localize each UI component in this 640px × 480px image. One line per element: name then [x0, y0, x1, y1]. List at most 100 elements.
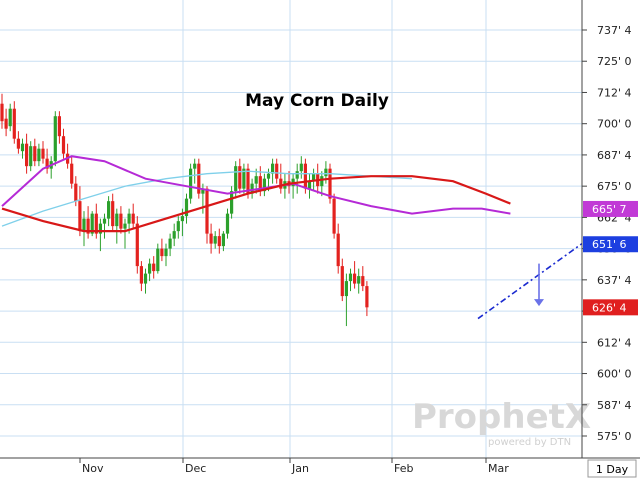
candle-body	[357, 276, 361, 284]
candle-body	[234, 166, 238, 192]
candle-body	[340, 266, 344, 297]
candle-body	[70, 163, 74, 184]
candle-body	[328, 168, 332, 199]
prophetx-watermark: ProphetX powered by DTN	[412, 397, 591, 448]
candle-body	[275, 163, 279, 179]
candle-body	[217, 236, 221, 247]
ma-cyan-line	[1, 170, 413, 227]
y-tick-label: 612' 4	[597, 336, 632, 349]
candle-body	[332, 198, 336, 234]
y-tick-label: 725' 0	[597, 55, 632, 68]
candle-body	[250, 183, 254, 194]
candle-body	[189, 168, 193, 199]
price-label-text: 651' 6	[592, 238, 627, 251]
y-tick-label: 587' 4	[597, 399, 632, 412]
candle-body	[271, 163, 275, 174]
candle-body	[353, 273, 357, 284]
candle-body	[279, 178, 283, 189]
x-tick-label: Jan	[291, 462, 309, 475]
x-tick-label: Nov	[82, 462, 104, 475]
candle-body	[143, 273, 148, 284]
candle-body	[74, 183, 78, 202]
candle-body	[336, 233, 340, 267]
watermark-brand: ProphetX	[412, 397, 591, 437]
annotations	[477, 242, 583, 320]
candle-body	[4, 118, 8, 129]
x-tick-label: Feb	[394, 462, 413, 475]
candle-body	[78, 201, 82, 232]
candle-body	[135, 223, 139, 267]
candle-body	[299, 163, 303, 172]
candle-body	[119, 213, 123, 229]
candle-body	[365, 286, 369, 308]
y-tick-label: 600' 0	[597, 368, 632, 381]
candle-body	[33, 146, 37, 162]
watermark-sub: powered by DTN	[488, 437, 571, 448]
timeframe-label: 1 Day	[596, 463, 629, 476]
timeframe-selector[interactable]	[587, 459, 637, 478]
candle-body	[152, 263, 156, 272]
candle-body	[348, 273, 353, 282]
candle-body	[324, 168, 328, 177]
candle-body	[102, 218, 107, 224]
candle-body	[303, 163, 307, 189]
candle-body	[361, 276, 365, 287]
candle-body	[254, 176, 258, 184]
x-axis: Nov Dec Jan Feb Mar	[79, 458, 509, 475]
price-label-box	[583, 299, 638, 316]
candle-body	[57, 116, 61, 137]
candle-body	[90, 213, 94, 234]
grid-lines	[0, 0, 582, 458]
price-label-box	[583, 236, 638, 253]
candle-body	[53, 116, 57, 162]
candle-body	[176, 221, 180, 232]
candle-body	[295, 171, 299, 179]
candle-body	[0, 103, 4, 122]
candle-body	[320, 176, 324, 187]
candle-body	[201, 188, 205, 194]
candle-body	[238, 166, 242, 189]
candle-body	[127, 213, 131, 224]
candle-body	[111, 201, 115, 227]
x-tick-label: Dec	[185, 462, 206, 475]
x-tick-label: Mar	[488, 462, 509, 475]
candle-body	[307, 181, 312, 189]
candle-body	[41, 148, 45, 159]
candle-body	[98, 223, 102, 234]
candle-body	[258, 176, 262, 192]
candle-body	[242, 168, 246, 189]
candle-body	[197, 163, 201, 194]
candle-body	[131, 213, 135, 224]
candle-body	[221, 233, 225, 247]
candle-body	[45, 158, 49, 169]
candle-body	[164, 248, 168, 257]
candle-body	[312, 173, 316, 182]
candle-body	[246, 168, 250, 194]
candle-body	[180, 216, 184, 222]
y-tick-label: 575' 0	[597, 430, 632, 443]
candle-body	[86, 218, 90, 234]
candle-body	[25, 143, 29, 167]
ma-magenta-line	[1, 155, 511, 215]
candle-body	[12, 108, 16, 139]
moving-averages	[1, 155, 511, 233]
candle-body	[148, 263, 152, 274]
candle-body	[184, 198, 189, 217]
price-label-box	[583, 200, 638, 217]
y-tick-label: 637' 4	[597, 274, 632, 287]
ma-red-line	[1, 175, 511, 233]
candle-body	[205, 188, 209, 234]
candle-body	[94, 213, 98, 234]
candle-body	[193, 163, 197, 169]
candle-body	[230, 191, 234, 214]
y-tick-label: 675' 0	[597, 180, 632, 193]
candle-body	[225, 213, 230, 234]
candle-body	[8, 108, 12, 127]
candle-body	[209, 233, 213, 244]
candle-body	[344, 281, 348, 297]
candle-body	[160, 248, 164, 257]
y-tick-label: 712' 4	[597, 86, 632, 99]
down-arrow-head	[534, 299, 544, 307]
